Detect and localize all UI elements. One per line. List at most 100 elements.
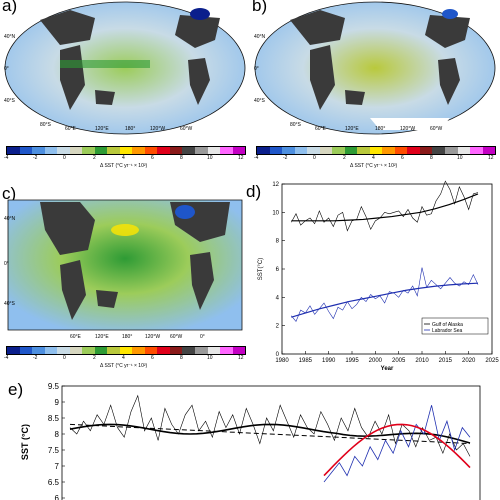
colorbar-swatch	[82, 347, 95, 354]
cb-c-label: Δ SST (°C yr⁻¹ × 10²)	[100, 363, 148, 369]
colorbar-swatch	[169, 147, 183, 154]
colorbar-swatch	[7, 147, 20, 154]
series-line-blue	[323, 405, 471, 483]
cb-b-tick-6: 8	[430, 155, 433, 161]
y-axis-label: SST (°C)	[20, 424, 30, 460]
sst-trend-map-b: 40°N 0° 40°S 80°S 60°E 120°E 180° 120°W …	[254, 1, 496, 135]
colorbar-swatch	[44, 347, 58, 354]
colorbar-swatch	[357, 147, 370, 154]
x-tick-label: 1980	[275, 358, 289, 364]
colorbar-swatch	[294, 147, 308, 154]
lon-label-c-3: 120°W	[145, 334, 160, 340]
y-tick-label: 2	[276, 324, 280, 330]
colorbar-b-ticks: -4 -2 0 2 4 6 8 10 12 Δ SST (°C yr⁻¹ × 1…	[254, 155, 494, 169]
y-tick-label: 6	[55, 494, 60, 500]
lon-label-c-0: 60°E	[70, 334, 82, 340]
colorbar-swatch	[194, 147, 208, 154]
colorbar-swatch	[44, 147, 58, 154]
x-tick-label: 2010	[415, 358, 429, 364]
cb-c-tick-0: -4	[4, 355, 9, 361]
colorbar-swatch	[182, 347, 195, 354]
y-axis-label: SST(°C)	[258, 258, 264, 280]
lat-label-a-2: 40°S	[4, 98, 16, 104]
lon-label-b-1: 120°E	[345, 126, 359, 132]
cb-a-tick-3: 2	[93, 155, 96, 161]
series-line-0	[291, 180, 479, 232]
colorbar-swatch	[232, 347, 246, 354]
colorbar-swatch	[82, 147, 95, 154]
lat-label-b-2: 40°S	[254, 98, 266, 104]
y-tick-label: 7.5	[48, 446, 60, 455]
y-tick-label: 7	[55, 462, 60, 471]
panel-label-e: e)	[8, 380, 24, 399]
y-tick-label: 4	[276, 295, 280, 301]
colorbar-swatch	[132, 147, 145, 154]
cb-c-tick-7: 10	[207, 355, 213, 361]
lat-label-b-0: 40°N	[254, 34, 266, 40]
trend-line-1	[291, 282, 479, 318]
colorbar-swatch	[182, 147, 195, 154]
colorbar-swatch	[157, 347, 170, 354]
colorbar-a	[6, 146, 246, 155]
lat-label-b-1: 0°	[254, 66, 259, 72]
lat-label-c-1: 0°	[4, 261, 9, 267]
sst-trend-map-c: 40°N 0° 40°S 60°E 120°E 180° 120°W 60°W …	[4, 199, 243, 340]
cb-c-tick-6: 8	[180, 355, 183, 361]
panel-label-d: d)	[246, 182, 262, 201]
cb-c-tick-4: 4	[122, 355, 125, 361]
x-tick-label: 2005	[392, 358, 406, 364]
colorbar-swatch	[332, 147, 345, 154]
colorbar-swatch	[269, 147, 283, 154]
y-tick-label: 8.5	[48, 414, 60, 423]
cb-a-tick-8: 12	[238, 155, 244, 161]
lon-label-a-4: 60°W	[180, 126, 193, 132]
colorbar-swatch	[344, 147, 358, 154]
colorbar-swatch	[169, 347, 183, 354]
colorbar-swatch	[144, 347, 158, 354]
colorbar-swatch	[382, 147, 395, 154]
colorbar-swatch	[457, 147, 471, 154]
y-tick-label: 10	[272, 210, 279, 216]
cb-a-tick-7: 10	[207, 155, 213, 161]
cb-b-label: Δ SST (°C yr⁻¹ × 10²)	[350, 163, 398, 169]
colorbar-swatch	[57, 347, 70, 354]
sst-timeseries-chart-e: 6 6.5 7 7.5 8 8.5 9 9.5 SST (°C)	[20, 382, 481, 500]
panel-label-b: b)	[252, 0, 268, 15]
legend-entry: Labrador Sea	[432, 328, 463, 334]
lat-label-c-2: 40°S	[4, 301, 16, 307]
colorbar-swatch	[57, 147, 70, 154]
colorbar-b	[256, 146, 496, 155]
map-panel-c: c) 40°N 0° 40°S 60°E 120°E 180° 120°W 60…	[0, 180, 250, 369]
colorbar-swatch	[69, 147, 83, 154]
colorbar-swatch	[407, 147, 420, 154]
lon-label-c-4: 60°W	[170, 334, 183, 340]
colorbar-c	[6, 346, 246, 355]
lon-label-c-2: 180°	[122, 334, 132, 340]
panel-label-a: a)	[2, 0, 18, 15]
series-line-1	[291, 267, 479, 322]
plot-frame	[61, 385, 481, 500]
trend-line-0	[291, 193, 479, 222]
legend-box	[421, 317, 489, 335]
cb-b-tick-4: 4	[372, 155, 375, 161]
x-tick-label: 2020	[462, 358, 476, 364]
lat-label-a-0: 40°N	[4, 34, 16, 40]
colorbar-swatch	[7, 347, 20, 354]
colorbar-swatch	[144, 147, 158, 154]
colorbar-swatch	[307, 147, 320, 154]
colorbar-a-ticks: -4 -2 0 2 4 6 8 10 12 Δ SST (°C yr⁻¹ × 1…	[4, 155, 244, 169]
colorbar-swatch	[94, 147, 108, 154]
y-tick-label: 6	[276, 267, 280, 273]
colorbar-swatch	[257, 147, 270, 154]
cb-c-tick-2: 0	[63, 355, 66, 361]
cb-a-tick-2: 0	[63, 155, 66, 161]
x-tick-label: 1990	[322, 358, 336, 364]
lon-label-a-0: 60°E	[65, 126, 77, 132]
colorbar-swatch	[444, 147, 458, 154]
colorbar-c-ticks: -4 -2 0 2 4 6 8 10 12 Δ SST (°C yr⁻¹ × 1…	[4, 355, 244, 369]
colorbar-swatch	[157, 147, 170, 154]
lon-label-a-1: 120°E	[95, 126, 109, 132]
y-tick-label: 0	[276, 352, 280, 358]
x-tick-label: 1995	[345, 358, 359, 364]
sst-trend-map-a: 40°N 0° 40°S 80°S 60°E 120°E 180° 120°W …	[4, 1, 246, 135]
